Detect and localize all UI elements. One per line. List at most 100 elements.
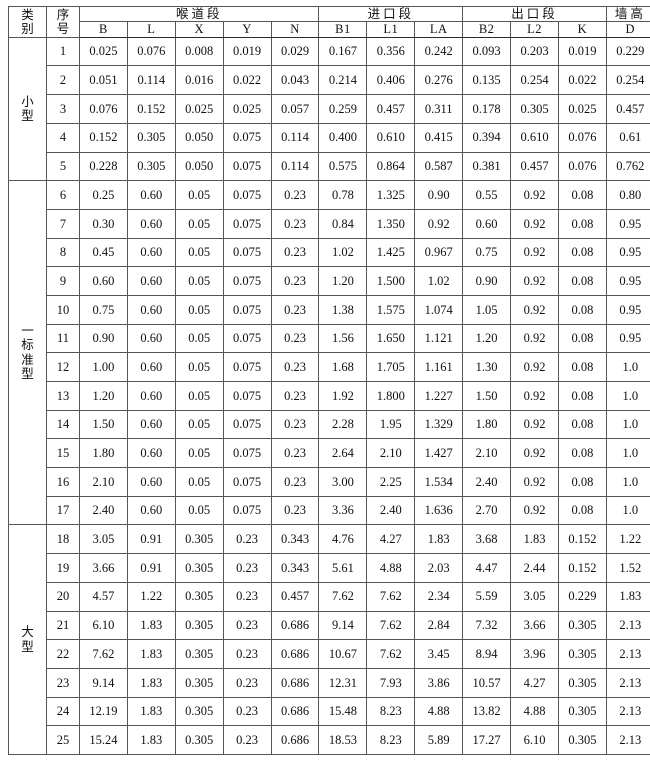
cell-y-13: 0.075	[222, 381, 272, 411]
header-col-n: N	[270, 21, 320, 38]
header-col-y: Y	[222, 21, 272, 38]
cell-d-17: 1.0	[605, 495, 650, 526]
cell-k-21: 0.305	[557, 610, 607, 641]
table-row: 14 1.50 0.60 0.05 0.075 0.23 2.28 1.95 1.329 1.80…	[9, 409, 650, 440]
cell-b2-1: 0.093	[462, 36, 512, 67]
cell-n-10: 0.23	[270, 294, 320, 325]
sequence-cell: 7	[46, 208, 80, 239]
cell-l1-1: 0.356	[366, 36, 416, 67]
cell-l1-6: 1.325	[366, 180, 416, 210]
cell-l-24: 1.83	[126, 696, 176, 727]
cell-d-19: 1.52	[605, 553, 650, 583]
cell-b2-6: 0.55	[462, 180, 512, 210]
cell-b1-24: 15.48	[318, 696, 368, 727]
cell-x-19: 0.305	[174, 553, 224, 583]
cell-x-13: 0.05	[174, 381, 224, 411]
cell-l2-21: 3.66	[510, 610, 559, 641]
cell-n-2: 0.043	[270, 65, 320, 96]
cell-la-22: 3.45	[414, 639, 464, 669]
cell-y-4: 0.075	[222, 122, 272, 153]
cell-n-1: 0.029	[270, 36, 320, 67]
cell-y-19: 0.23	[222, 553, 272, 583]
cell-x-10: 0.05	[174, 294, 224, 325]
table-row: 22 7.62 1.83 0.305 0.23 0.686 10.67 7.62 3.45 8.9…	[9, 639, 650, 669]
cell-n-22: 0.686	[270, 639, 320, 669]
cell-x-1: 0.008	[174, 36, 224, 67]
cell-l1-16: 2.25	[366, 467, 416, 497]
cell-l-15: 0.60	[126, 438, 176, 469]
cell-b-6: 0.25	[79, 180, 128, 210]
cell-l-14: 0.60	[126, 409, 176, 440]
cell-d-18: 1.22	[605, 524, 650, 555]
cell-b1-10: 1.38	[318, 294, 368, 325]
cell-l1-8: 1.425	[366, 237, 416, 268]
cell-l-25: 1.83	[126, 725, 176, 755]
cell-l1-14: 1.95	[366, 409, 416, 440]
cell-y-24: 0.23	[222, 696, 272, 727]
cell-l-16: 0.60	[126, 467, 176, 497]
cell-b2-17: 2.70	[462, 495, 512, 526]
cell-l2-10: 0.92	[510, 294, 559, 325]
cell-l2-13: 0.92	[510, 381, 559, 411]
cell-l2-16: 0.92	[510, 467, 559, 497]
cell-d-22: 2.13	[605, 639, 650, 669]
cell-la-7: 0.92	[414, 208, 464, 239]
cell-la-11: 1.121	[414, 323, 464, 354]
table-row: 17 2.40 0.60 0.05 0.075 0.23 3.36 2.40 1.636 2.70…	[9, 495, 650, 526]
cell-d-3: 0.457	[605, 94, 650, 124]
cell-b2-5: 0.381	[462, 151, 512, 182]
cell-d-7: 0.95	[605, 208, 650, 239]
sequence-cell: 1	[46, 36, 80, 67]
sequence-cell: 12	[46, 352, 80, 382]
cell-la-1: 0.242	[414, 36, 464, 67]
category-char: 一	[21, 324, 34, 339]
cell-la-6: 0.90	[414, 180, 464, 210]
cell-k-25: 0.305	[557, 725, 607, 755]
cell-n-20: 0.457	[270, 581, 320, 612]
cell-y-7: 0.075	[222, 208, 272, 239]
cell-la-18: 1.83	[414, 524, 464, 555]
header-group-1: 喉道段	[78, 5, 320, 23]
cell-b2-10: 1.05	[462, 294, 512, 325]
cell-b2-22: 8.94	[462, 639, 512, 669]
cell-l-2: 0.114	[126, 65, 176, 96]
category-char: 大	[21, 625, 34, 640]
cell-b-22: 7.62	[79, 639, 128, 669]
cell-b-2: 0.051	[79, 65, 128, 96]
header-col-k: K	[557, 21, 607, 38]
cell-k-24: 0.305	[557, 696, 607, 727]
cell-b2-13: 1.50	[462, 381, 512, 411]
cell-n-15: 0.23	[270, 438, 320, 469]
cell-l-10: 0.60	[126, 294, 176, 325]
cell-l-8: 0.60	[126, 237, 176, 268]
cell-y-14: 0.075	[222, 409, 272, 440]
cell-y-22: 0.23	[222, 639, 272, 669]
cell-b2-23: 10.57	[462, 667, 512, 698]
cell-y-23: 0.23	[222, 667, 272, 698]
sequence-cell: 13	[46, 381, 80, 411]
cell-y-15: 0.075	[222, 438, 272, 469]
cell-b2-19: 4.47	[462, 553, 512, 583]
table-row: 16 2.10 0.60 0.05 0.075 0.23 3.00 2.25 1.534 2.40…	[9, 467, 650, 497]
cell-b2-25: 17.27	[462, 725, 512, 755]
cell-k-10: 0.08	[557, 294, 607, 325]
cell-b-23: 9.14	[79, 667, 128, 698]
cell-l1-9: 1.500	[366, 266, 416, 296]
table-row: 2 0.051 0.114 0.016 0.022 0.043 0.214 0.406 0.27…	[9, 65, 650, 96]
cell-k-17: 0.08	[557, 495, 607, 526]
header-col-la: LA	[414, 21, 464, 38]
cell-x-24: 0.305	[174, 696, 224, 727]
cell-l1-17: 2.40	[366, 495, 416, 526]
cell-l2-25: 6.10	[510, 725, 559, 755]
cell-k-19: 0.152	[557, 553, 607, 583]
sequence-cell: 20	[46, 581, 80, 612]
cell-l-4: 0.305	[126, 122, 176, 153]
cell-l-13: 0.60	[126, 381, 176, 411]
category-char: 准	[21, 352, 34, 367]
sequence-cell: 22	[46, 639, 80, 669]
cell-b2-11: 1.20	[462, 323, 512, 354]
cell-la-5: 0.587	[414, 151, 464, 182]
cell-y-21: 0.23	[222, 610, 272, 641]
table-row: 小型 1 0.025 0.076 0.008 0.019 0.029 0.167 0.356 0.…	[8, 36, 650, 182]
